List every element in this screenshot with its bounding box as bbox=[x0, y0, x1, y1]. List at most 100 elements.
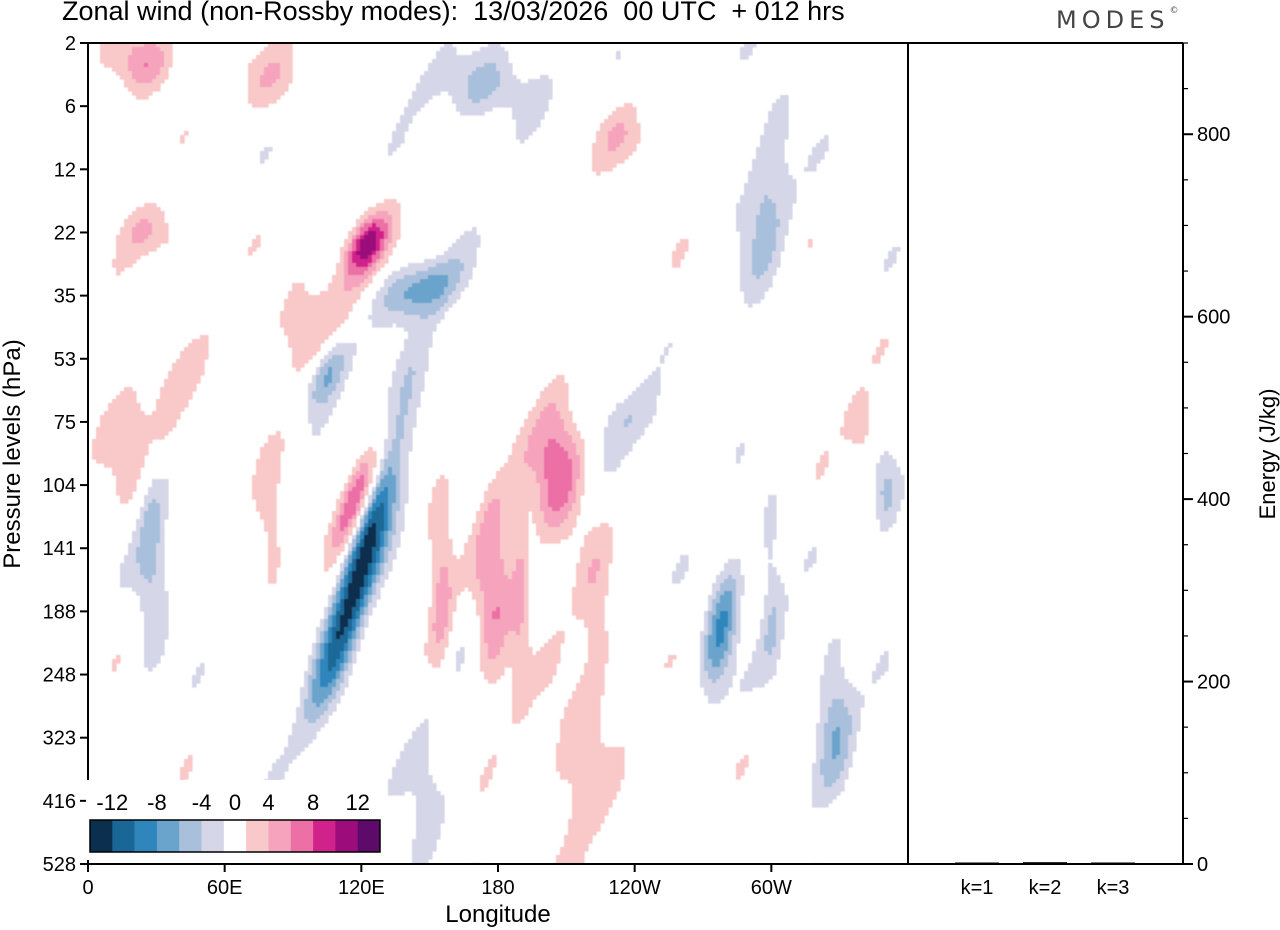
field-cell bbox=[392, 547, 397, 552]
field-cell bbox=[292, 351, 317, 356]
field-cell bbox=[132, 227, 153, 232]
field-cell bbox=[468, 587, 481, 592]
field-cell bbox=[116, 655, 121, 660]
field-cell bbox=[344, 271, 349, 276]
field-cell bbox=[776, 211, 793, 216]
field-cell bbox=[332, 279, 345, 284]
field-cell bbox=[768, 111, 789, 116]
field-cell bbox=[416, 831, 441, 836]
field-cell bbox=[588, 627, 605, 632]
field-cell bbox=[740, 267, 753, 272]
field-cell bbox=[384, 239, 393, 244]
field-cell bbox=[880, 659, 889, 664]
y-tick-label: 6 bbox=[65, 96, 76, 118]
field-cell bbox=[740, 243, 753, 248]
field-cell bbox=[812, 767, 821, 772]
field-cell bbox=[356, 507, 361, 512]
field-cell bbox=[500, 611, 525, 616]
field-cell bbox=[376, 263, 385, 268]
field-cell bbox=[672, 263, 681, 268]
field-cell bbox=[732, 595, 737, 600]
field-cell bbox=[736, 595, 741, 600]
field-cell bbox=[328, 367, 333, 372]
field-cell bbox=[592, 167, 613, 172]
field-cell bbox=[676, 567, 689, 572]
field-cell bbox=[124, 79, 137, 84]
field-cell bbox=[548, 503, 565, 508]
field-cell bbox=[500, 75, 517, 80]
field-cell bbox=[404, 379, 413, 384]
field-cell bbox=[132, 71, 161, 76]
field-cell bbox=[780, 219, 789, 224]
field-cell bbox=[624, 419, 633, 424]
field-cell bbox=[144, 643, 165, 648]
field-cell bbox=[392, 231, 401, 236]
field-cell bbox=[120, 567, 141, 572]
field-cell bbox=[384, 543, 389, 548]
field-cell bbox=[248, 63, 269, 68]
field-cell bbox=[96, 435, 165, 440]
field-cell bbox=[664, 663, 673, 668]
field-cell bbox=[560, 411, 573, 416]
field-cell bbox=[600, 563, 609, 568]
field-cell bbox=[328, 359, 345, 364]
field-cell bbox=[592, 163, 617, 168]
field-cell bbox=[576, 499, 581, 504]
field-cell bbox=[388, 431, 397, 436]
field-cell bbox=[568, 431, 581, 436]
field-cell bbox=[840, 739, 849, 744]
field-cell bbox=[368, 471, 373, 476]
field-cell bbox=[840, 747, 849, 752]
field-cell bbox=[408, 335, 433, 340]
field-cell bbox=[352, 539, 357, 544]
field-cell bbox=[760, 211, 777, 216]
field-cell bbox=[376, 491, 381, 496]
field-cell bbox=[308, 395, 313, 400]
field-cell bbox=[700, 639, 705, 644]
field-cell bbox=[832, 743, 841, 748]
field-cell bbox=[388, 411, 401, 416]
field-cell bbox=[752, 263, 769, 268]
field-cell bbox=[548, 383, 569, 388]
field-cell bbox=[112, 259, 137, 264]
field-cell bbox=[592, 155, 629, 160]
field-cell bbox=[380, 539, 385, 544]
field-cell bbox=[424, 719, 429, 724]
field-cell bbox=[360, 635, 365, 640]
field-cell bbox=[348, 631, 353, 636]
field-cell bbox=[820, 767, 845, 772]
field-cell bbox=[468, 95, 489, 100]
field-cell bbox=[268, 531, 277, 536]
field-cell bbox=[544, 463, 573, 468]
field-cell bbox=[740, 195, 765, 200]
field-cell bbox=[308, 387, 317, 392]
field-cell bbox=[336, 607, 341, 612]
field-cell bbox=[320, 291, 361, 296]
field-cell bbox=[280, 63, 293, 68]
field-cell bbox=[328, 707, 337, 712]
field-cell bbox=[152, 479, 169, 484]
field-cell bbox=[316, 647, 321, 652]
field-cell bbox=[720, 583, 737, 588]
field-cell bbox=[164, 51, 173, 56]
field-cell bbox=[768, 615, 777, 620]
field-cell bbox=[376, 571, 381, 576]
field-cell bbox=[156, 403, 189, 408]
field-cell bbox=[100, 43, 145, 48]
field-cell bbox=[492, 91, 553, 96]
field-cell bbox=[436, 587, 453, 592]
field-cell bbox=[308, 691, 313, 696]
field-cell bbox=[352, 563, 357, 568]
field-cell bbox=[332, 699, 341, 704]
field-cell bbox=[292, 723, 325, 728]
field-cell bbox=[120, 579, 149, 584]
y-tick-label: 53 bbox=[54, 349, 76, 371]
field-cell bbox=[332, 527, 341, 532]
field-cell bbox=[508, 459, 525, 464]
field-cell bbox=[324, 615, 329, 620]
field-cell bbox=[480, 775, 493, 780]
field-cell bbox=[332, 615, 337, 620]
field-cell bbox=[344, 655, 349, 660]
field-cell bbox=[572, 691, 605, 696]
field-cell bbox=[116, 247, 157, 252]
